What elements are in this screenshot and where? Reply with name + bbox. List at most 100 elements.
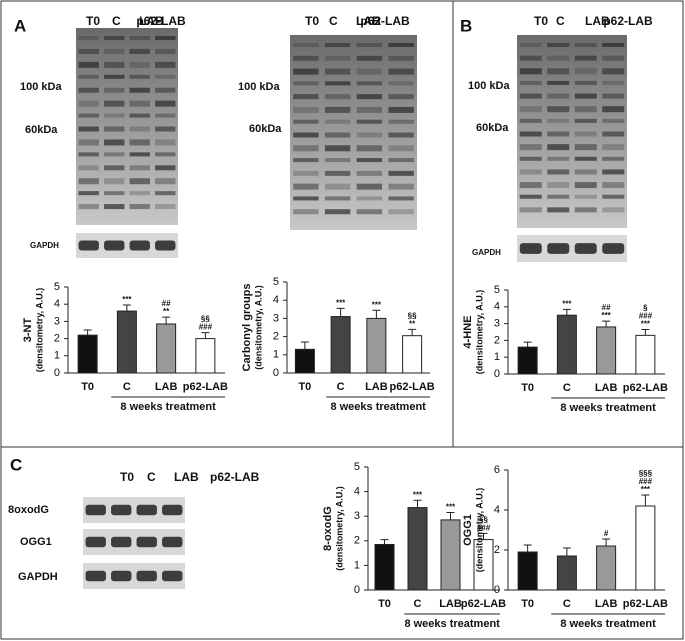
blot-band [356,170,383,176]
y-tick-label: 2 [54,333,60,345]
blot-band [104,165,125,171]
blot-band [78,100,99,107]
blot-band [129,240,150,251]
group-label: 8 weeks treatment [330,401,426,413]
significance-label: *** [413,490,423,499]
blot-band [388,106,414,113]
x-tick-label: T0 [521,382,534,394]
y-tick-label: 1 [273,349,279,361]
blot-band [388,81,414,86]
blot-band [388,43,414,47]
blot-band [519,169,542,175]
blot-band [104,139,125,146]
blot-band [324,132,351,138]
blot-band [356,158,383,163]
blot-band [388,94,414,100]
blot-band [111,536,132,548]
blot-band [324,183,351,190]
blot-band [155,87,176,93]
lane-label: T0 [534,14,548,28]
group-label: 8 weeks treatment [404,618,500,630]
blot-band [602,55,625,61]
blot-band [104,36,125,40]
y-tick-label: 5 [273,276,279,288]
blot-band [519,144,542,151]
blot-band [356,43,383,47]
bar [77,334,98,374]
error-bar [380,539,389,545]
blot-band [519,182,542,189]
lane-label: T0 [120,470,134,484]
blot-band [129,191,150,196]
blot-band [155,61,176,68]
blot-band [574,43,597,47]
significance-label: *** [372,300,382,309]
blot-band [129,74,150,79]
blot-band [129,126,150,132]
blot-band [155,139,176,146]
blot-band [78,240,99,251]
blot-band [293,68,319,75]
bar [407,507,428,591]
significance-label: § [643,304,648,313]
blot-band [388,132,414,138]
blot-band [602,43,625,47]
blot-band [356,209,383,215]
blot-band [356,119,383,124]
y-tick-label: 1 [354,559,360,571]
x-tick-label: C [563,598,571,610]
blot-band [129,178,150,185]
x-tick-label: C [337,381,345,393]
blot-band [519,243,542,254]
blot-band [155,48,176,54]
y-tick-label: 0 [54,367,60,379]
blot-band [104,61,125,68]
row-label: 8oxodG [8,504,49,516]
blot-band [162,570,183,582]
blot-band [136,504,157,516]
blot-band [602,118,625,123]
error-bar [162,316,171,324]
blot-band [162,504,183,516]
blot-band [547,131,570,137]
blot-band [155,240,176,251]
significance-label: *** [562,299,572,308]
blot-band [324,209,351,215]
bar [116,310,137,374]
blot-band [78,178,99,185]
lane-label: T0 [86,14,100,28]
significance-label: ### [639,477,653,486]
bar [596,545,617,591]
blot-band [324,94,351,100]
x-tick-label: T0 [298,381,311,393]
y-tick-label: 3 [54,315,60,327]
blot-band [356,132,383,138]
lane-label: LAB [139,14,164,28]
bar [556,555,577,591]
blot-band [602,131,625,137]
error-bar [413,499,422,508]
significance-label: # [604,529,609,538]
blot-band [85,504,106,516]
blot-band [104,113,125,118]
y-axis-label: (densitometry, A.U.) [474,290,484,375]
blot-band [324,196,351,201]
blot-band [104,126,125,132]
blot-band [547,144,570,151]
y-tick-label: 2 [273,331,279,343]
significance-label: ** [409,319,416,328]
blot-band [136,536,157,548]
blot-band [547,156,570,161]
lane-label: p62-LAB [136,14,186,28]
blot-band [324,106,351,113]
lane-label: p62-LAB [210,470,260,484]
error-bar [523,341,532,348]
error-bar [122,304,131,312]
blot-band [155,36,176,40]
blot-band [388,55,414,61]
blot-band [78,165,99,171]
blot-band [155,126,176,132]
lane-label: C [556,14,565,28]
